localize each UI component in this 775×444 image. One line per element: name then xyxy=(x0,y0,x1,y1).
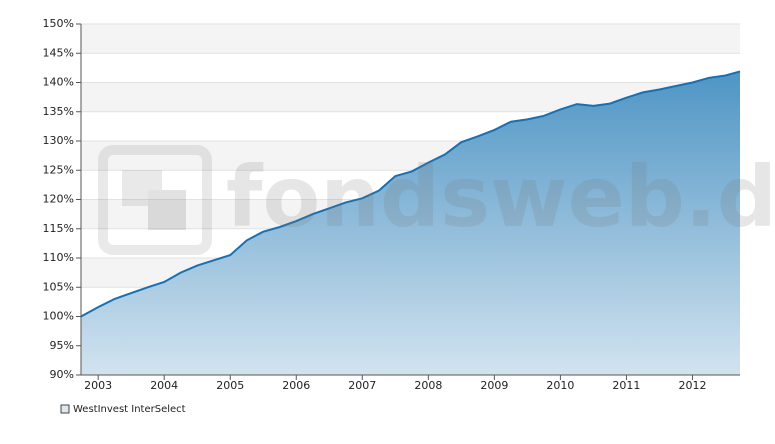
y-tick-label: 145% xyxy=(43,46,74,59)
y-tick-label: 100% xyxy=(43,310,74,323)
watermark-text: fondsweb.de xyxy=(226,148,775,246)
watermark-logo xyxy=(98,145,212,255)
y-tick-label: 130% xyxy=(43,134,74,147)
x-tick-label: 2012 xyxy=(678,379,706,392)
watermark-logo xyxy=(148,190,186,230)
watermark: fondsweb.de xyxy=(98,145,775,255)
x-tick-label: 2008 xyxy=(414,379,442,392)
y-tick-label: 90% xyxy=(50,368,74,381)
x-tick-label: 2004 xyxy=(150,379,178,392)
plot-band xyxy=(81,24,740,54)
legend: WestInvest InterSelect xyxy=(60,404,186,415)
x-tick-label: 2006 xyxy=(282,379,310,392)
x-tick-label: 2011 xyxy=(612,379,640,392)
y-tick-label: 115% xyxy=(43,222,74,235)
y-tick-label: 120% xyxy=(43,193,74,206)
y-tick-label: 125% xyxy=(43,163,74,176)
y-tick-label: 135% xyxy=(43,105,74,118)
x-tick-label: 2007 xyxy=(348,379,376,392)
line xyxy=(80,70,741,318)
x-tick-label: 2009 xyxy=(480,379,508,392)
watermark-logo xyxy=(122,170,162,206)
y-tick-label: 105% xyxy=(43,280,74,293)
axes: 90% 95% 100% 105% 110% 115% 120% 125% 130% 135% 14… xyxy=(43,17,740,392)
legend-swatch xyxy=(60,404,70,414)
y-tick-label: 150% xyxy=(43,17,74,30)
area xyxy=(81,71,740,376)
series xyxy=(80,70,741,376)
y-tick-label: 140% xyxy=(43,76,74,89)
y-tick-label: 110% xyxy=(43,251,74,264)
legend-label: WestInvest InterSelect xyxy=(73,404,186,415)
x-tick-label: 2003 xyxy=(84,379,112,392)
x-tick-label: 2010 xyxy=(546,379,574,392)
x-tick-label: 2005 xyxy=(216,379,244,392)
y-tick-label: 95% xyxy=(50,339,74,352)
